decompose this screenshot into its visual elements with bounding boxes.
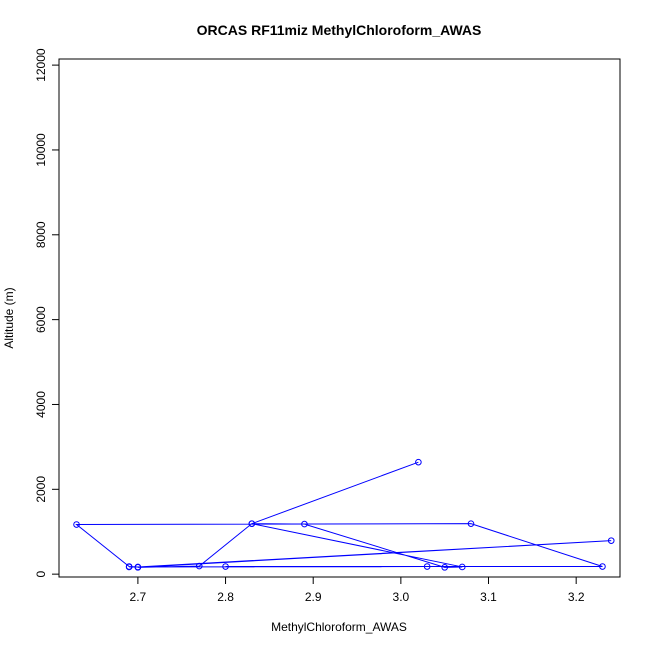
data-point — [423, 563, 431, 570]
y-axis: 0 2000 4000 6000 8000 10000 12000 — [34, 48, 60, 577]
y-tick-label: 4000 — [34, 391, 48, 418]
series-line — [75, 461, 612, 568]
data-point — [73, 521, 80, 528]
x-tick-label: 3.1 — [480, 590, 497, 604]
data-point — [607, 537, 615, 544]
x-tick-label: 3.0 — [393, 590, 410, 604]
y-tick-label: 10000 — [34, 133, 48, 167]
data-point — [195, 562, 203, 570]
data-point — [134, 563, 142, 571]
plot-area — [58, 58, 621, 578]
y-tick-label: 6000 — [34, 306, 48, 333]
x-tick-label: 2.9 — [305, 590, 322, 604]
x-tick-label: 2.7 — [130, 590, 147, 604]
data-series — [73, 458, 615, 571]
data-point — [248, 520, 256, 527]
data-point — [467, 520, 475, 527]
x-axis: 2.7 2.8 2.9 3.0 3.1 3.2 — [130, 576, 585, 604]
data-point — [222, 563, 229, 570]
data-point — [125, 563, 133, 571]
data-point — [599, 563, 606, 570]
x-axis-label: MethylChloroform_AWAS — [271, 620, 407, 634]
data-point — [441, 564, 448, 571]
chart-title: ORCAS RF11miz MethylChloroform_AWAS — [197, 22, 482, 38]
data-point — [415, 458, 422, 466]
data-point — [458, 563, 466, 571]
y-tick-label: 2000 — [34, 476, 48, 503]
y-tick-label: 0 — [34, 570, 48, 577]
x-tick-label: 2.8 — [217, 590, 234, 604]
data-point — [301, 520, 308, 528]
y-tick-label: 12000 — [34, 48, 48, 82]
y-tick-label: 8000 — [34, 221, 48, 248]
x-tick-label: 3.2 — [568, 590, 585, 604]
y-axis-label: Altitude (m) — [2, 287, 16, 348]
